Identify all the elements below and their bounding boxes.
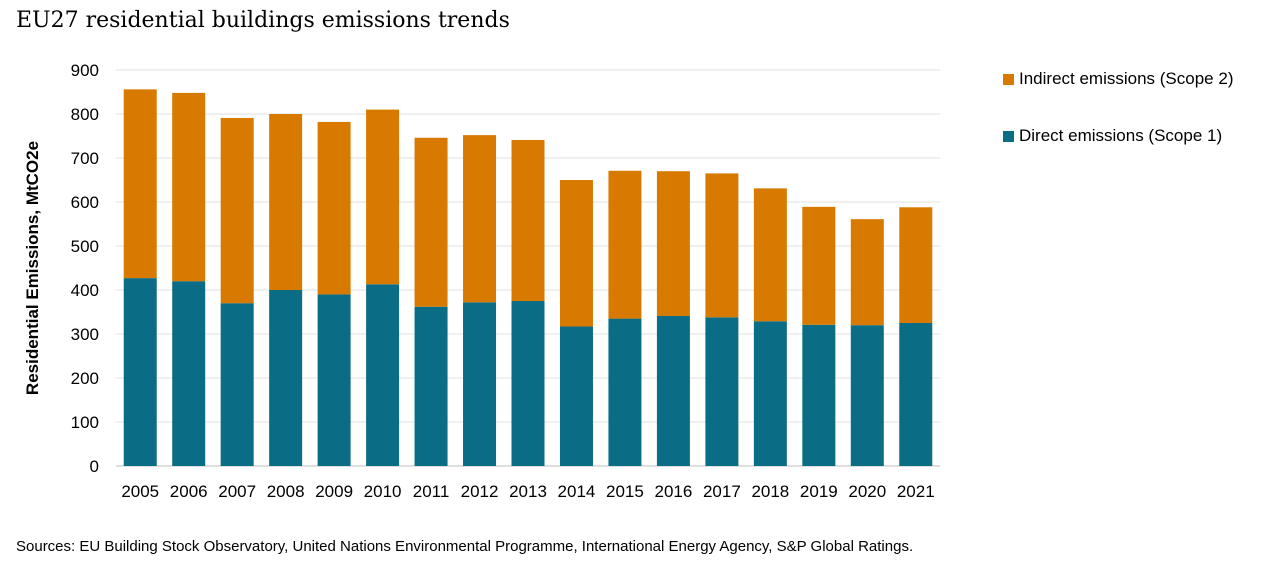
- bar-direct-2017: [705, 317, 739, 466]
- x-tick-label: 2017: [703, 482, 741, 501]
- bar-direct-2020: [850, 325, 884, 466]
- x-tick-label: 2020: [848, 482, 886, 501]
- y-tick-label: 800: [71, 105, 99, 124]
- legend: Indirect emissions (Scope 2) Direct emis…: [1003, 68, 1233, 182]
- y-tick-label: 700: [71, 149, 99, 168]
- x-tick-label: 2021: [897, 482, 935, 501]
- bar-indirect-2016: [656, 171, 690, 316]
- bar-indirect-2013: [511, 139, 545, 301]
- x-tick-label: 2010: [364, 482, 402, 501]
- y-tick-label: 600: [71, 193, 99, 212]
- y-axis-ticks: 0 100 200 300 400 500 600 700 800 900: [71, 61, 99, 476]
- bar-direct-2006: [172, 281, 206, 466]
- bar-indirect-2009: [317, 121, 351, 295]
- x-tick-label: 2013: [509, 482, 547, 501]
- x-tick-label: 2019: [800, 482, 838, 501]
- legend-item-direct: Direct emissions (Scope 1): [1003, 125, 1233, 147]
- source-note: Sources: EU Building Stock Observatory, …: [16, 538, 914, 555]
- x-tick-label: 2006: [170, 482, 208, 501]
- bar-indirect-2010: [366, 109, 400, 285]
- x-tick-label: 2016: [654, 482, 692, 501]
- legend-label-indirect: Indirect emissions (Scope 2): [1019, 69, 1234, 88]
- bar-direct-2016: [656, 315, 690, 466]
- bar-direct-2005: [123, 278, 157, 466]
- bar-indirect-2007: [220, 117, 254, 304]
- legend-label-direct: Direct emissions (Scope 1): [1019, 126, 1223, 145]
- y-tick-label: 400: [71, 281, 99, 300]
- legend-item-indirect: Indirect emissions (Scope 2): [1003, 68, 1233, 90]
- bar-indirect-2008: [269, 114, 303, 290]
- y-tick-label: 100: [71, 413, 99, 432]
- y-tick-label: 500: [71, 237, 99, 256]
- y-axis-label: Residential Emissions, MtCO2e: [23, 141, 42, 395]
- bar-direct-2019: [802, 324, 836, 466]
- bar-indirect-2006: [172, 92, 206, 282]
- bar-direct-2012: [463, 302, 497, 466]
- x-tick-label: 2007: [218, 482, 256, 501]
- x-tick-label: 2018: [751, 482, 789, 501]
- bar-direct-2015: [608, 318, 642, 466]
- x-tick-label: 2012: [461, 482, 499, 501]
- bar-indirect-2020: [850, 219, 884, 326]
- bar-indirect-2017: [705, 173, 739, 318]
- bar-direct-2014: [559, 326, 593, 466]
- x-tick-label: 2015: [606, 482, 644, 501]
- legend-swatch-direct: [1003, 130, 1014, 142]
- x-tick-label: 2005: [121, 482, 159, 501]
- chart-title: EU27 residential buildings emissions tre…: [16, 8, 510, 33]
- x-tick-label: 2014: [558, 482, 596, 501]
- bar-direct-2009: [317, 294, 351, 466]
- bar-direct-2011: [414, 306, 448, 466]
- bars: [123, 89, 933, 466]
- y-tick-label: 300: [71, 325, 99, 344]
- bar-direct-2008: [269, 290, 303, 466]
- bar-indirect-2019: [802, 206, 836, 325]
- bar-indirect-2012: [463, 135, 497, 303]
- bar-direct-2007: [220, 303, 254, 466]
- bar-indirect-2018: [753, 188, 787, 322]
- y-tick-label: 900: [71, 61, 99, 80]
- bar-direct-2013: [511, 301, 545, 466]
- y-tick-label: 0: [90, 457, 99, 476]
- bar-indirect-2015: [608, 170, 642, 319]
- legend-swatch-indirect: [1003, 73, 1014, 85]
- bar-direct-2021: [899, 323, 933, 466]
- bar-direct-2018: [753, 321, 787, 466]
- x-tick-label: 2011: [413, 482, 450, 501]
- bar-indirect-2014: [559, 180, 593, 327]
- bar-indirect-2021: [899, 207, 933, 323]
- x-tick-label: 2009: [315, 482, 353, 501]
- x-tick-label: 2008: [267, 482, 305, 501]
- y-tick-label: 200: [71, 369, 99, 388]
- bar-indirect-2011: [414, 137, 448, 307]
- bar-indirect-2005: [123, 89, 157, 279]
- bar-direct-2010: [366, 284, 400, 466]
- x-axis-ticks: 2005 2006 2007 2008 2009 2010 2011 2012 2013 2014…: [121, 482, 934, 501]
